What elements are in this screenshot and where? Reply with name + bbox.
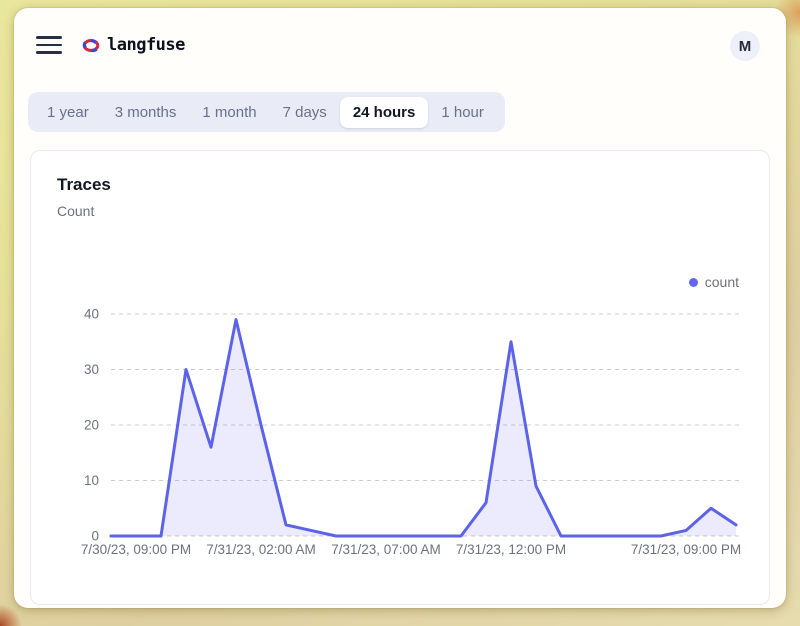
x-axis-tick: 7/30/23, 09:00 PM	[81, 542, 191, 557]
legend-dot-icon	[688, 277, 698, 287]
traces-area-chart[interactable]: 0 10 20 30 40 7/30/23, 09:00 PM 7/31/23, 02:00…	[31, 301, 769, 569]
tab-3-months[interactable]: 3 months	[102, 97, 190, 128]
legend-item-count[interactable]: count	[688, 274, 739, 290]
tab-1-year[interactable]: 1 year	[34, 97, 102, 128]
card-subtitle: Count	[57, 203, 95, 219]
y-axis-tick-0: 0	[91, 529, 99, 544]
traces-chart-card: Traces Count count 0 10 20 30 40 7/30/23, 09:…	[30, 150, 770, 605]
hamburger-bar	[36, 36, 62, 39]
series-area-count	[111, 319, 736, 536]
tab-7-days[interactable]: 7 days	[270, 97, 340, 128]
brand-home-link[interactable]: langfuse	[82, 35, 185, 55]
chart-canvas[interactable]: 0 10 20 30 40 7/30/23, 09:00 PM 7/31/23, 02:00…	[31, 301, 769, 569]
y-axis-tick-30: 30	[84, 362, 99, 377]
y-axis-tick-10: 10	[84, 473, 99, 488]
x-axis-tick: 7/31/23, 09:00 PM	[631, 542, 741, 557]
x-axis-tick: 7/31/23, 07:00 AM	[331, 542, 441, 557]
hamburger-menu-icon[interactable]	[36, 36, 62, 54]
y-axis-tick-40: 40	[84, 307, 99, 322]
x-axis-tick: 7/31/23, 02:00 AM	[206, 542, 316, 557]
tab-1-month[interactable]: 1 month	[189, 97, 269, 128]
legend-label: count	[704, 274, 739, 290]
user-avatar[interactable]: M	[730, 31, 760, 61]
series-line-count	[109, 318, 738, 538]
langfuse-knot-logo-icon	[82, 38, 100, 53]
tab-1-hour[interactable]: 1 hour	[428, 97, 497, 128]
card-title: Traces	[57, 175, 111, 194]
brand-wordmark: langfuse	[107, 35, 185, 55]
app-window: langfuse M 1 year 3 months 1 month 7 day…	[14, 8, 786, 608]
y-axis-tick-20: 20	[84, 418, 99, 433]
tab-24-hours[interactable]: 24 hours	[339, 96, 429, 128]
time-range-tabs: 1 year 3 months 1 month 7 days 24 hours …	[28, 92, 505, 132]
x-axis-tick: 7/31/23, 12:00 PM	[456, 542, 566, 557]
hamburger-bar	[36, 43, 62, 47]
hamburger-bar	[36, 51, 62, 54]
